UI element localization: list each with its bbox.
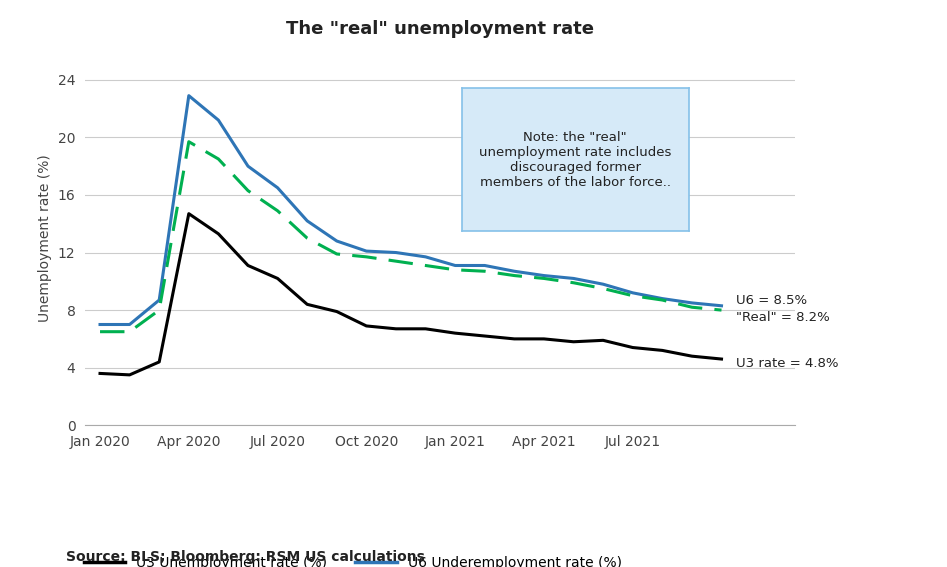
Title: The "real" unemployment rate: The "real" unemployment rate: [286, 20, 595, 39]
Text: U3 rate = 4.8%: U3 rate = 4.8%: [737, 357, 839, 370]
Text: U6 = 8.5%: U6 = 8.5%: [737, 294, 808, 307]
Text: "Real" = 8.2%: "Real" = 8.2%: [737, 311, 830, 324]
Y-axis label: Unemployment rate (%): Unemployment rate (%): [38, 154, 52, 322]
Text: Source: BLS; Bloomberg: RSM US calculations: Source: BLS; Bloomberg: RSM US calculati…: [66, 551, 425, 564]
